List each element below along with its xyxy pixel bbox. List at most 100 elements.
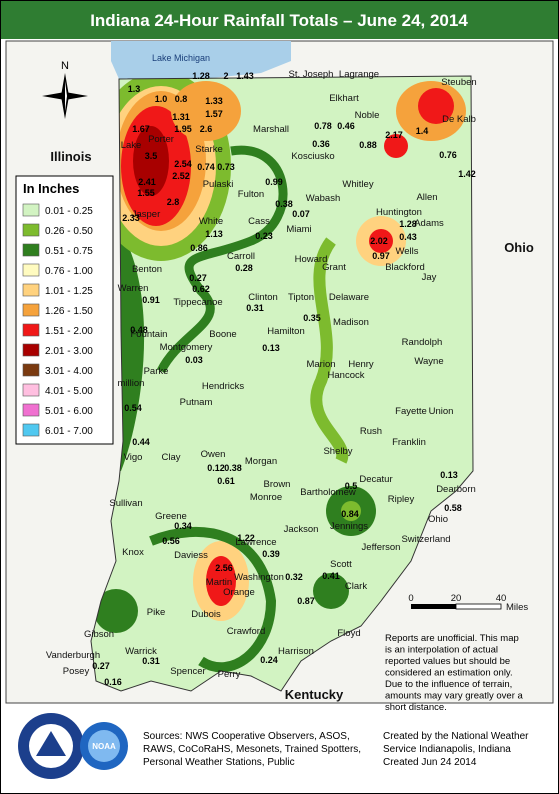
note-line: is an interpolation of actual [385, 645, 498, 656]
county-label: Pike [147, 607, 165, 618]
legend-swatch [22, 343, 40, 357]
county-label: Carroll [227, 251, 255, 262]
county-label: Whitley [342, 179, 373, 190]
rainfall-value: 0.8 [175, 94, 188, 104]
county-label: Daviess [174, 550, 208, 561]
county-label: Fountain [131, 329, 168, 340]
county-label: Decatur [359, 474, 392, 485]
county-label: Greene [155, 511, 187, 522]
legend-label: 2.01 - 3.00 [45, 346, 93, 357]
legend-label: 0.01 - 0.25 [45, 206, 93, 217]
state-label: Kentucky [285, 687, 344, 702]
rainfall-value: 2.6 [200, 124, 213, 134]
rainfall-value: 0.24 [260, 655, 278, 665]
rainfall-value: 1.28 [399, 219, 417, 229]
rainfall-value: 1.0 [155, 94, 168, 104]
county-label: Warren [118, 283, 149, 294]
rainfall-value: 0.34 [174, 521, 192, 531]
rainfall-value: 1.95 [174, 124, 192, 134]
credit-line: Created by the National Weather [383, 731, 529, 742]
rainfall-value: 0.07 [292, 209, 310, 219]
rainfall-value: 0.39 [262, 549, 280, 559]
county-label: Steuben [441, 77, 476, 88]
legend-label: 0.26 - 0.50 [45, 226, 93, 237]
county-label: Spencer [170, 666, 205, 677]
county-label: Hamilton [267, 326, 305, 337]
title: Indiana 24-Hour Rainfall Totals – June 2… [90, 11, 468, 30]
rainfall-value: 1.4 [416, 126, 429, 136]
county-label: Cass [248, 216, 270, 227]
scale-unit: Miles [506, 602, 528, 613]
county-label: Noble [355, 110, 380, 121]
county-label: Starke [195, 144, 222, 155]
rainfall-value: 2.41 [138, 177, 156, 187]
rainfall-value: 0.99 [265, 177, 283, 187]
legend-swatch [22, 223, 40, 237]
rainfall-value: 0.61 [217, 476, 235, 486]
rainfall-value: 0.73 [217, 162, 235, 172]
county-label: Delaware [329, 292, 369, 303]
rainfall-value: 0.12 [207, 463, 225, 473]
county-label: Jefferson [362, 542, 401, 553]
county-label: Clay [161, 452, 180, 463]
rainfall-value: 2.8 [167, 197, 180, 207]
rainfall-value: 0.43 [399, 232, 417, 242]
county-label: Howard [295, 254, 328, 265]
legend-swatch [22, 323, 40, 337]
county-label: Huntington [376, 207, 422, 218]
legend-swatch [22, 303, 40, 317]
rainfall-value: 1.22 [237, 533, 255, 543]
rainfall-value: 2.52 [172, 171, 190, 181]
rainfall-value: 0.78 [314, 121, 332, 131]
county-label: Gibson [84, 629, 114, 640]
rainfall-value: 1.42 [458, 169, 476, 179]
rainfall-value: 0.97 [372, 251, 390, 261]
rainfall-value: 0.88 [359, 140, 377, 150]
legend-swatch [22, 283, 40, 297]
scale-tick: 20 [451, 593, 462, 604]
county-label: Shelby [323, 446, 352, 457]
county-label: Clark [345, 581, 367, 592]
rainfall-value: 1.3 [128, 84, 141, 94]
rainfall-value: 0.41 [322, 571, 340, 581]
county-label: Franklin [392, 437, 426, 448]
rainfall-value: 1.33 [205, 96, 223, 106]
rainfall-value: 0.31 [246, 303, 264, 313]
rainfall-value: 2.02 [370, 236, 388, 246]
rainfall-value: 0.74 [197, 162, 215, 172]
rainfall-value: 1.28 [192, 71, 210, 81]
county-label: Miami [286, 224, 311, 235]
compass-label: N [61, 60, 69, 72]
rainfall-value: 1.31 [172, 112, 190, 122]
county-label: Posey [63, 666, 90, 677]
rainfall-value: 0.62 [192, 284, 210, 294]
scale-bar [411, 603, 502, 610]
rainfall-value: 0.28 [235, 263, 253, 273]
county-label: Dubois [191, 609, 221, 620]
rainfall-value: 0.23 [255, 231, 273, 241]
legend-label: 6.01 - 7.00 [45, 426, 93, 437]
county-label: Jay [422, 272, 437, 283]
legend-label: 1.26 - 1.50 [45, 306, 93, 317]
legend-label: 0.51 - 0.75 [45, 246, 93, 257]
rainfall-value: 2.33 [122, 213, 140, 223]
note-line: amounts may vary greatly over a [385, 691, 524, 702]
county-label: Brown [264, 479, 291, 490]
legend-label: 1.01 - 1.25 [45, 286, 93, 297]
rainfall-value: 3.5 [145, 151, 158, 161]
county-label: Hendricks [202, 381, 244, 392]
county-label: Bartholomew [300, 487, 356, 498]
county-label: Harrison [278, 646, 314, 657]
rainfall-value: 0.13 [262, 343, 280, 353]
rainfall-value: 0.27 [189, 273, 207, 283]
county-label: Fulton [238, 189, 264, 200]
county-label: Porter [148, 134, 174, 145]
county-label: Vigo [124, 452, 143, 463]
logo-text: NOAA [92, 742, 116, 751]
rainfall-value: 2 [223, 71, 228, 81]
rainfall-value: 0.48 [130, 325, 148, 335]
rainfall-value: 2.54 [174, 159, 192, 169]
rainfall-value: 0.13 [440, 470, 458, 480]
